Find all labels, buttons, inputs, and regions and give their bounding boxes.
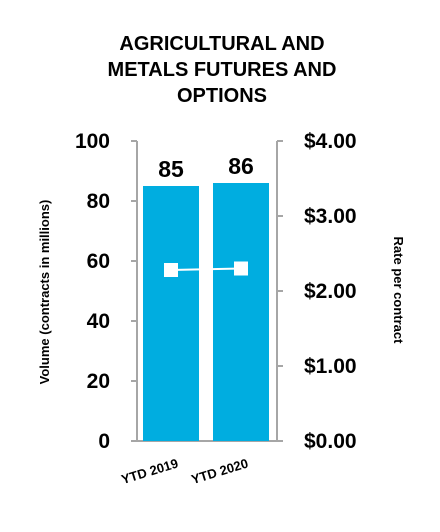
y-tick-label: 80 <box>87 190 110 213</box>
x-category-label: YTD 2020 <box>190 456 250 487</box>
y-tick-label: 20 <box>87 370 110 393</box>
y2-tick-label: $4.00 <box>304 130 357 153</box>
y2-tick-label: $0.00 <box>304 430 357 453</box>
y-tick-label: 40 <box>87 310 110 333</box>
chart-title-line-1: AGRICULTURAL AND <box>119 33 324 55</box>
rate-line <box>170 267 242 271</box>
chart-title: AGRICULTURAL AND METALS FUTURES AND OPTI… <box>108 33 337 107</box>
bar-data-label: 86 <box>228 153 254 179</box>
x-category-label: YTD 2019 <box>120 456 180 487</box>
bar <box>213 183 269 441</box>
chart-title-line-3: OPTIONS <box>177 85 267 107</box>
rate-marker <box>234 261 248 276</box>
chart-title-line-2: METALS FUTURES AND <box>108 59 337 81</box>
y-axis-label: Volume (contracts in millions) <box>37 200 52 385</box>
y2-tick-label: $1.00 <box>304 355 357 378</box>
y2-tick-label: $2.00 <box>304 280 357 303</box>
y-tick-label: 100 <box>75 130 110 153</box>
plot-area: 0 20 40 60 80 100 $0.00 $1.00 $2.00 $3.00 $4.00 85 Y… <box>75 130 357 487</box>
y-tick-label: 0 <box>98 430 110 453</box>
y2-tick-label: $3.00 <box>304 205 357 228</box>
bar <box>143 186 199 441</box>
y-tick-label: 60 <box>87 250 110 273</box>
y2-axis-label: Rate per contract <box>391 237 406 345</box>
bar-data-label: 85 <box>158 156 184 182</box>
rate-marker <box>164 263 178 277</box>
